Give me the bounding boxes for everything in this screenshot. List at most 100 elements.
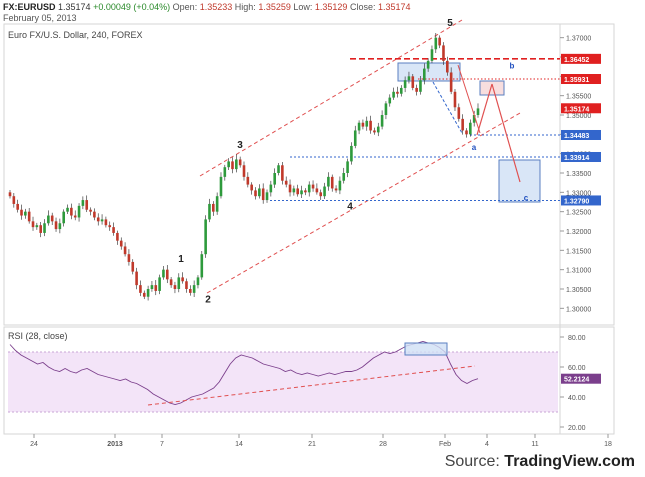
candle-body bbox=[139, 285, 142, 293]
x-axis: 24 2013 7 14 21 28 Feb 4 11 18 bbox=[30, 434, 612, 448]
x-tick-label: 14 bbox=[235, 441, 243, 448]
last-price: 1.35174 bbox=[58, 2, 91, 12]
source-brand: TradingView.com bbox=[504, 453, 635, 470]
projection-b-to-c bbox=[491, 83, 521, 183]
candle-body bbox=[265, 192, 269, 201]
projection-a-to-b bbox=[476, 83, 493, 136]
candle-body bbox=[399, 87, 403, 94]
rsi-panel-frame bbox=[3, 326, 615, 435]
x-tick-label: 24 bbox=[30, 441, 38, 448]
candle-body bbox=[223, 167, 227, 177]
candle-body bbox=[135, 271, 138, 286]
rsi-trendline bbox=[147, 365, 476, 406]
wave-label: a bbox=[472, 143, 477, 152]
price-panel-frame bbox=[3, 23, 615, 326]
candle-body bbox=[300, 190, 303, 195]
candle-body bbox=[327, 176, 330, 187]
open-label: Open: bbox=[172, 2, 198, 12]
chart-header: FX:EURUSD 1.35174 +0.00049 (+0.04%) Open… bbox=[3, 2, 411, 24]
x-tick-label: 28 bbox=[379, 441, 387, 448]
candle-body bbox=[288, 184, 292, 193]
price-tick-label: 1.33000 bbox=[566, 190, 591, 197]
price-tick-label: 1.30500 bbox=[566, 287, 591, 294]
rsi-tick-label: 60.00 bbox=[568, 365, 586, 372]
candle-body bbox=[277, 165, 280, 173]
candle-body bbox=[315, 188, 319, 193]
projection-5-drop bbox=[457, 64, 481, 134]
rsi-series-line bbox=[9, 341, 479, 405]
price-tick-label: 1.33500 bbox=[566, 171, 591, 178]
candle-body bbox=[39, 225, 42, 233]
candle-body bbox=[173, 285, 177, 289]
price-change: +0.00049 (+0.04%) bbox=[93, 2, 171, 12]
rsi-tick-label: 80.00 bbox=[568, 335, 586, 342]
candle-body bbox=[70, 207, 73, 216]
candle-body bbox=[449, 72, 453, 92]
candle-body bbox=[311, 184, 315, 189]
wave-labels: 1 2 3 4 5 a b c bbox=[178, 18, 529, 305]
candle-body bbox=[442, 45, 445, 61]
price-tick-label: 1.31500 bbox=[566, 248, 591, 255]
candle-body bbox=[162, 269, 165, 278]
candle-body bbox=[43, 223, 46, 233]
candle-body bbox=[131, 261, 135, 272]
candle-body bbox=[403, 80, 407, 88]
candle-body bbox=[319, 192, 323, 197]
candle-body bbox=[169, 279, 173, 286]
price-tick-label: 1.32500 bbox=[566, 210, 591, 217]
price-tick-label: 1.35500 bbox=[566, 94, 591, 101]
candle-body bbox=[20, 209, 23, 216]
price-tick-label: 1.35000 bbox=[566, 113, 591, 120]
candle-body bbox=[77, 205, 81, 218]
candle-body bbox=[100, 219, 104, 222]
level-tag-bg bbox=[561, 103, 601, 114]
open-value: 1.35233 bbox=[199, 2, 233, 12]
rsi-tick-label: 40.00 bbox=[568, 395, 586, 402]
candle-body bbox=[93, 211, 96, 218]
wave-label: 1 bbox=[178, 254, 184, 265]
candles bbox=[8, 33, 480, 301]
candle-body bbox=[185, 281, 188, 289]
candle-body bbox=[330, 176, 334, 189]
candle-body bbox=[407, 76, 411, 81]
price-tick-label: 1.37000 bbox=[566, 36, 591, 43]
level-tag-label: 1.36452 bbox=[564, 57, 589, 64]
candle-body bbox=[384, 103, 388, 115]
candle-body bbox=[284, 180, 288, 185]
candle-body bbox=[461, 118, 464, 131]
candle-body bbox=[250, 184, 253, 191]
candle-body bbox=[307, 184, 311, 193]
candle-body bbox=[58, 223, 62, 230]
candle-body bbox=[273, 173, 276, 185]
candle-body bbox=[446, 60, 449, 73]
header-date: February 05, 2013 bbox=[3, 13, 77, 23]
rsi-y-axis: 20.00 40.00 60.00 80.00 52.2124 bbox=[560, 335, 601, 432]
level-tag-label: 1.35174 bbox=[564, 106, 589, 113]
candle-body bbox=[323, 186, 326, 197]
candle-body bbox=[85, 200, 89, 210]
candle-body bbox=[392, 91, 395, 98]
candle-body bbox=[369, 120, 372, 131]
rsi-band-fill bbox=[8, 352, 558, 412]
close-value: 1.35174 bbox=[378, 2, 411, 12]
price-tick-label: 1.30000 bbox=[566, 306, 591, 313]
wave-label: b bbox=[510, 62, 515, 71]
candle-body bbox=[231, 161, 234, 170]
candle-body bbox=[112, 227, 115, 233]
candle-body bbox=[47, 215, 50, 224]
candle-body bbox=[12, 196, 16, 204]
candle-body bbox=[192, 285, 196, 293]
candle-body bbox=[438, 37, 441, 46]
rsi-annotations bbox=[147, 342, 476, 406]
candle-body bbox=[108, 225, 112, 228]
x-tick-label: 11 bbox=[531, 441, 538, 448]
candle-body bbox=[258, 188, 261, 197]
price-tick-label: 1.31000 bbox=[566, 268, 591, 275]
candle-body bbox=[16, 203, 19, 210]
candle-body bbox=[200, 254, 204, 278]
rsi-box bbox=[404, 342, 448, 356]
candle-body bbox=[158, 277, 161, 291]
candle-body bbox=[254, 190, 257, 197]
candle-body bbox=[123, 246, 127, 255]
